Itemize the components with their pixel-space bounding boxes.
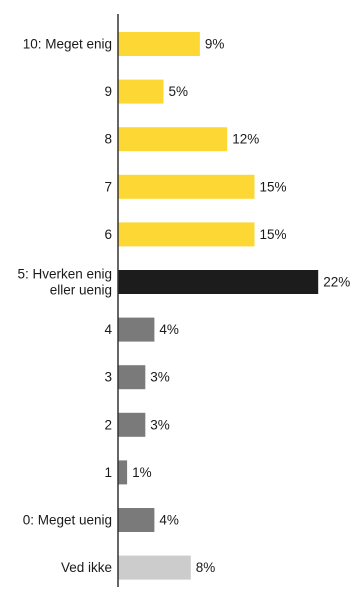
bar-8 <box>118 413 145 437</box>
value-label-11: 8% <box>196 560 216 575</box>
bar-5 <box>118 270 318 294</box>
bar-11 <box>118 556 191 580</box>
value-label-7: 3% <box>150 370 170 385</box>
value-label-6: 4% <box>159 322 179 337</box>
category-label-8: 2 <box>104 417 112 432</box>
value-labels: 9% 5% 12% 15% 15% 22% 4% 3% 3% 1% 4% 8% <box>132 37 350 576</box>
bar-2 <box>118 127 227 151</box>
value-label-2: 12% <box>232 132 259 147</box>
category-label-1: 9 <box>104 84 112 99</box>
value-label-0: 9% <box>205 37 225 52</box>
category-label-5-line-1: eller uenig <box>50 283 112 298</box>
category-label-5-line-0: 5: Hverken enig <box>17 267 112 282</box>
value-label-10: 4% <box>159 513 179 528</box>
bar-10 <box>118 508 154 532</box>
category-label-0: 10: Meget enig <box>23 37 112 52</box>
bars <box>118 32 318 580</box>
bar-0 <box>118 32 200 56</box>
value-label-3: 15% <box>260 179 287 194</box>
bar-1 <box>118 80 164 104</box>
category-label-9: 1 <box>104 465 112 480</box>
bar-9 <box>118 460 127 484</box>
value-label-8: 3% <box>150 417 170 432</box>
value-label-9: 1% <box>132 465 152 480</box>
bar-4 <box>118 222 255 246</box>
bar-7 <box>118 365 145 389</box>
bar-3 <box>118 175 255 199</box>
category-label-7: 3 <box>104 370 112 385</box>
value-label-4: 15% <box>260 227 287 242</box>
value-label-5: 22% <box>323 275 350 290</box>
bar-6 <box>118 318 154 342</box>
category-label-10: 0: Meget uenig <box>23 513 112 528</box>
category-label-6: 4 <box>104 322 112 337</box>
category-label-11: Ved ikke <box>61 560 112 575</box>
category-label-4: 6 <box>104 227 112 242</box>
category-label-2: 8 <box>104 132 112 147</box>
value-label-1: 5% <box>169 84 189 99</box>
category-label-3: 7 <box>104 179 112 194</box>
